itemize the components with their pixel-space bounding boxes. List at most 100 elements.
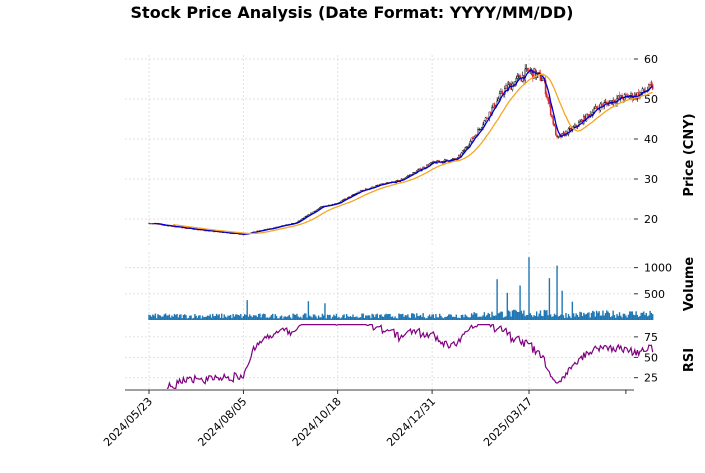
volume-bar — [274, 314, 276, 320]
volume-bar — [532, 316, 534, 320]
volume-bar — [331, 316, 334, 320]
volume-bar — [418, 315, 421, 320]
volume-bar — [293, 314, 296, 320]
volume-bar — [412, 313, 414, 320]
volume-bar — [329, 314, 331, 320]
price-tick-label: 40 — [644, 133, 658, 146]
volume-bar — [190, 315, 192, 320]
volume-bar — [150, 316, 153, 320]
volume-bar — [181, 318, 183, 320]
volume-bar — [481, 316, 483, 320]
volume-bar — [312, 314, 315, 320]
volume-bar — [297, 316, 299, 320]
volume-bar — [164, 313, 167, 320]
volume-bar — [256, 317, 259, 320]
volume-bar — [288, 314, 290, 320]
candle-body — [525, 67, 528, 70]
volume-bar — [464, 314, 466, 320]
volume-bar — [298, 317, 301, 320]
candle-body — [547, 97, 549, 101]
volume-bar — [264, 314, 266, 320]
x-tick-label: 2025/03/17 — [481, 395, 535, 449]
volume-bar — [321, 313, 324, 320]
volume-bar — [283, 316, 285, 320]
candle-body — [430, 162, 432, 165]
volume-bar — [453, 316, 455, 320]
volume-bar — [421, 316, 423, 320]
candle-body — [492, 103, 495, 108]
volume-bar — [247, 316, 250, 320]
volume-bar — [301, 318, 303, 320]
candle-body — [554, 126, 557, 136]
volume-bar — [361, 313, 363, 320]
volume-bar — [428, 314, 431, 320]
volume-bar — [254, 315, 256, 320]
volume-bar — [404, 315, 407, 320]
volume-bar — [570, 318, 572, 320]
volume-bar — [501, 311, 503, 320]
volume-bar — [237, 314, 239, 320]
candle-body — [622, 98, 625, 101]
volume-bar — [261, 314, 264, 320]
volume-bar — [460, 314, 463, 320]
volume-bar — [311, 317, 313, 320]
volume-bar — [469, 317, 472, 320]
volume-bar — [482, 315, 484, 320]
volume-bar — [270, 314, 273, 320]
volume-bar — [616, 314, 618, 320]
volume-bar — [535, 311, 538, 320]
volume-bar — [583, 312, 585, 320]
volume-bar — [523, 310, 525, 320]
volume-bar — [454, 316, 456, 320]
volume-bar — [495, 315, 497, 320]
volume-bar — [441, 317, 443, 320]
volume-bar — [330, 318, 333, 320]
volume-bar — [613, 315, 616, 320]
volume-bar — [325, 318, 327, 320]
volume-bar — [456, 317, 459, 320]
volume-bar — [590, 312, 593, 320]
volume-bar — [172, 316, 174, 320]
volume-bar — [632, 314, 635, 320]
candle-body — [618, 95, 621, 99]
volume-bar — [408, 317, 410, 320]
volume-bar — [618, 312, 621, 320]
volume-bar — [245, 314, 247, 320]
candle-body — [152, 223, 154, 225]
candle-body — [459, 155, 461, 157]
volume-bar — [588, 312, 590, 320]
candle-body — [516, 76, 519, 79]
volume-bar — [643, 311, 645, 320]
volume-bar — [544, 310, 547, 320]
volume-bar — [422, 313, 424, 320]
volume-bar — [227, 315, 229, 320]
volume-panel: 500 1000 — [125, 252, 672, 320]
volume-bar — [514, 309, 516, 320]
candle-body — [445, 159, 447, 161]
volume-bar — [223, 314, 225, 320]
price-tick-label: 30 — [644, 173, 658, 186]
volume-bar — [368, 315, 371, 320]
volume-bar — [496, 279, 498, 320]
volume-bar — [604, 313, 607, 320]
candle-body — [604, 102, 607, 104]
volume-bar — [543, 309, 546, 320]
volume-bar — [533, 315, 535, 320]
volume-bar — [615, 317, 617, 320]
volume-bar — [575, 313, 577, 320]
volume-bar — [417, 316, 419, 320]
volume-bar — [640, 312, 642, 320]
volume-bar — [294, 314, 297, 320]
volume-bar — [388, 313, 390, 320]
candle-body — [586, 113, 589, 116]
volume-bar — [389, 313, 391, 320]
volume-bar — [516, 311, 519, 320]
volume-bar — [198, 315, 200, 320]
volume-bar — [505, 316, 507, 320]
volume-bar — [405, 315, 408, 320]
volume-bar — [149, 315, 151, 320]
volume-bar — [300, 316, 302, 320]
candle-body — [641, 88, 644, 93]
volume-bar — [630, 311, 632, 320]
candle-body — [650, 84, 653, 86]
